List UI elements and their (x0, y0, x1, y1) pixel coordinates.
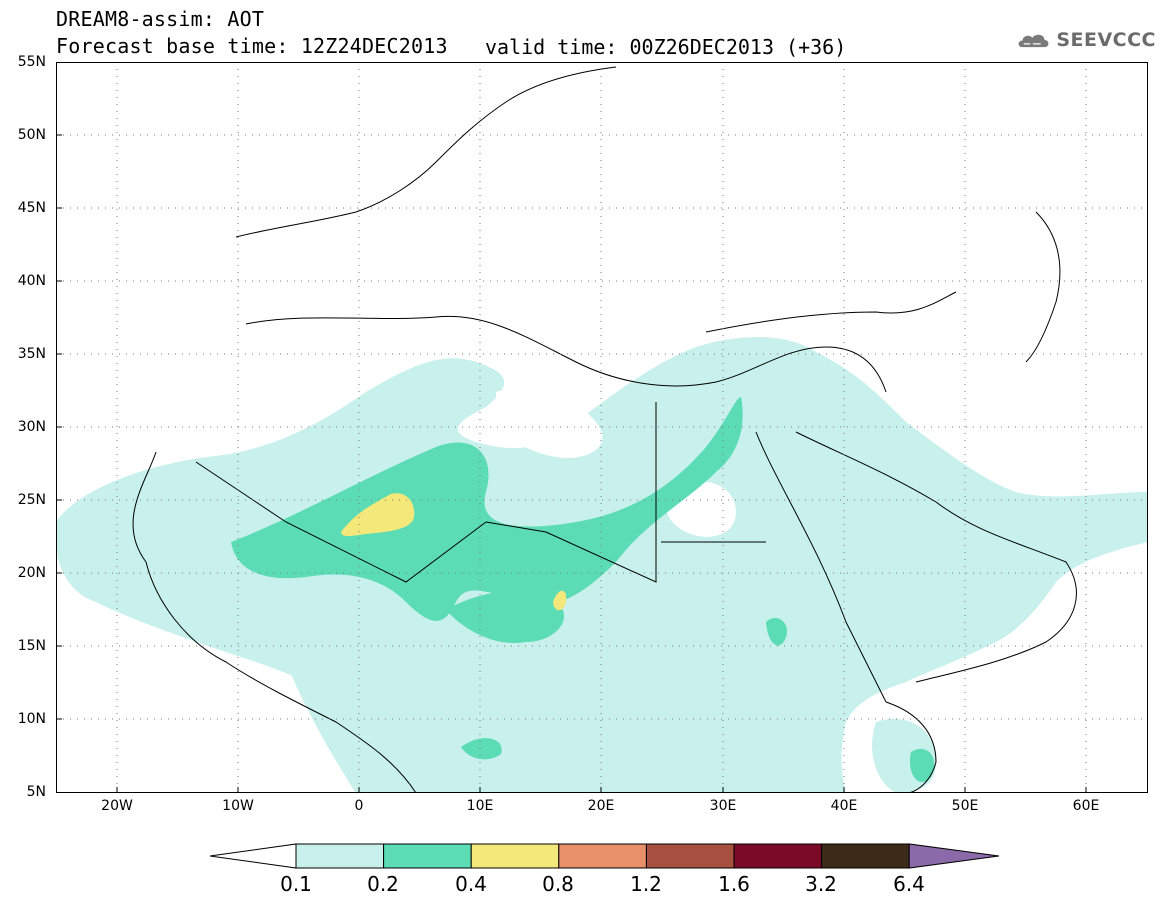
border-sahara-2 (485, 402, 657, 583)
lat-label-5n: 5N (26, 784, 46, 800)
aot-contour-0.2-b (446, 590, 565, 643)
lat-label-10n: 10N (17, 711, 46, 727)
lat-label-45n: 45N (17, 200, 46, 216)
coastline-arabia (795, 431, 1077, 683)
border-caspian (1025, 211, 1061, 363)
map-title: DREAM8-assim: AOT (56, 7, 265, 31)
lon-label-0: 0 (354, 798, 364, 814)
aot-contour-0.2-c (766, 617, 787, 646)
aot-contour-0.4-b (553, 590, 567, 611)
lon-label-30e: 30E (709, 798, 737, 814)
lon-label-10w: 10W (222, 798, 254, 814)
aot-contour-0.2-d (461, 738, 502, 760)
colorbar-segment (558, 843, 647, 869)
forecast-base-time: Forecast base time: 12Z24DEC2013 (56, 34, 448, 58)
coastline-red-sea (755, 431, 887, 703)
coastline-mediterranean (245, 315, 887, 393)
lon-label-50e: 50E (951, 798, 979, 814)
lon-label-20w: 20W (101, 798, 133, 814)
colorbar-segment (470, 843, 560, 869)
aot-contour-0.2 (231, 397, 743, 621)
colorbar-label-0.8: 0.8 (542, 872, 574, 896)
aot-contour-0.4 (341, 493, 415, 536)
colorbar-segment (733, 843, 823, 869)
lat-label-40n: 40N (17, 273, 46, 289)
colorbar-label-0.4: 0.4 (455, 872, 487, 896)
lon-label-20e: 20E (587, 798, 615, 814)
lat-label-20n: 20N (17, 565, 46, 581)
coastline-africa-west (132, 451, 417, 793)
logo-text: SEEVCCC (1056, 29, 1156, 51)
lon-label-40e: 40E (830, 798, 858, 814)
colorbar-label-6.4: 6.4 (893, 872, 925, 896)
colorbar-low-arrow (210, 843, 297, 869)
border-sahara-1 (195, 461, 487, 583)
colorbar-segment (383, 843, 472, 869)
aot-contour-0.2-e (910, 748, 935, 783)
aot-contour-0.1-b (282, 562, 676, 793)
lat-label-30n: 30N (17, 419, 46, 435)
seevccc-logo: SEEVCCC (1016, 24, 1156, 56)
colorbar-label-3.2: 3.2 (805, 872, 837, 896)
lat-label-50n: 50N (17, 127, 46, 143)
colorbar-label-0.1: 0.1 (280, 872, 312, 896)
colorbar-label-1.2: 1.2 (630, 872, 662, 896)
colorbar-segment (821, 843, 910, 869)
lat-label-55n: 55N (17, 54, 46, 70)
aot-colorbar (210, 843, 1000, 869)
colorbar-segment (295, 843, 385, 869)
valid-time: valid time: 00Z26DEC2013 (+36) (485, 35, 847, 59)
lon-label-10e: 10E (466, 798, 494, 814)
colorbar-label-1.6: 1.6 (718, 872, 750, 896)
lat-label-25n: 25N (17, 492, 46, 508)
coastline-europe (235, 66, 617, 238)
aot-map (56, 62, 1148, 793)
lat-label-15n: 15N (17, 638, 46, 654)
coastline-horn (885, 701, 937, 793)
border-turkey (705, 291, 957, 333)
lat-label-35n: 35N (17, 346, 46, 362)
colorbar-high-arrow (908, 843, 1000, 869)
lon-label-60e: 60E (1072, 798, 1100, 814)
colorbar-segment (645, 843, 735, 869)
colorbar-label-0.2: 0.2 (367, 872, 399, 896)
cloud-logo-icon (1018, 34, 1049, 48)
